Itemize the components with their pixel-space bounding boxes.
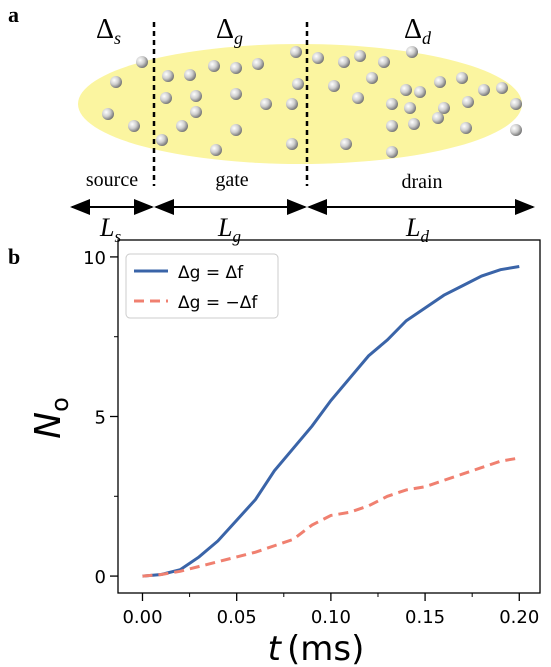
unit: (ms): [287, 629, 364, 667]
atom: [252, 58, 264, 70]
subscript: d: [420, 227, 429, 246]
atom: [208, 60, 220, 72]
atom: [176, 120, 188, 132]
atom: [286, 138, 298, 150]
atom: [156, 134, 168, 146]
x-tick-label: 0.00: [122, 607, 162, 628]
subscript: d: [422, 28, 432, 48]
length-labels: Ls Lg Ld: [99, 213, 429, 246]
atom: [286, 98, 298, 110]
delta: Δg: [216, 14, 243, 48]
atom: [338, 56, 350, 68]
symbol: L: [405, 213, 420, 242]
data-line: [142, 456, 520, 578]
atom: [414, 86, 426, 98]
atom: [456, 72, 468, 84]
atom: [462, 96, 474, 108]
x-tick-label: 0.10: [311, 607, 351, 628]
atom: [230, 62, 242, 74]
atom: [366, 72, 378, 84]
y-tick-label: 0: [95, 567, 106, 588]
subscript: g: [234, 28, 243, 48]
x-tick-label: 0.15: [405, 607, 445, 628]
subscript: s: [114, 227, 121, 246]
atom: [230, 88, 242, 100]
atom: [312, 52, 324, 64]
atom: [190, 90, 202, 102]
atom: [136, 56, 148, 68]
y-tick-label: 10: [83, 248, 106, 269]
atoms: [102, 46, 522, 158]
data-line: [142, 265, 520, 578]
region-labels: source gate drain: [86, 169, 443, 193]
atom: [496, 82, 508, 94]
region: gate: [215, 169, 248, 191]
subscript: s: [114, 28, 121, 48]
atom: [386, 120, 398, 132]
subscript: o: [46, 397, 74, 412]
atom: [292, 78, 304, 90]
length: Lg: [217, 213, 241, 246]
symbol: Δ: [96, 14, 114, 45]
atom: [408, 118, 420, 130]
atom: [400, 84, 412, 96]
atom: [352, 92, 364, 104]
atom: [160, 92, 172, 104]
atom: [190, 106, 202, 118]
atom: [128, 120, 140, 132]
atom: [478, 84, 490, 96]
y-tick-label: 5: [95, 408, 106, 429]
atom: [340, 138, 352, 150]
atom: [406, 46, 418, 58]
atom: [102, 108, 114, 120]
delta: Δs: [96, 14, 121, 48]
atom: [386, 98, 398, 110]
legend-label: Δg = −Δf: [178, 293, 258, 313]
x-tick-label: 0.20: [499, 607, 539, 628]
atom: [328, 80, 340, 92]
panel-label: a: [8, 2, 19, 27]
subscript: g: [232, 227, 241, 246]
delta-labels: Δs Δg Δd: [96, 14, 432, 48]
atom: [290, 46, 302, 58]
atom: [404, 102, 416, 114]
atom: [230, 124, 242, 136]
atom: [510, 98, 522, 110]
symbol: L: [99, 213, 114, 242]
x-axis-label: t (ms): [268, 629, 365, 667]
atom: [510, 124, 522, 136]
y-axis-label: No: [28, 397, 74, 439]
region: drain: [401, 171, 442, 193]
atom: [378, 56, 390, 68]
atom: [460, 122, 472, 134]
variable: N: [28, 412, 69, 439]
region: source: [86, 169, 138, 191]
length: Ls: [99, 213, 121, 246]
atom: [210, 144, 222, 156]
length: Ld: [405, 213, 429, 246]
variable: t: [268, 629, 283, 667]
symbol: Δ: [404, 14, 422, 45]
atom: [260, 98, 272, 110]
panel-label: b: [8, 244, 20, 269]
legend-label: Δg = Δf: [178, 263, 244, 283]
symbol: L: [217, 213, 232, 242]
atom: [162, 70, 174, 82]
symbol: Δ: [216, 14, 234, 45]
atom: [434, 76, 446, 88]
atom: [432, 112, 444, 124]
atom: [386, 146, 398, 158]
atom: [438, 102, 450, 114]
atom: [184, 69, 196, 81]
atom: [354, 50, 366, 62]
x-tick-label: 0.05: [217, 607, 257, 628]
atom: [110, 76, 122, 88]
delta: Δd: [404, 14, 432, 48]
